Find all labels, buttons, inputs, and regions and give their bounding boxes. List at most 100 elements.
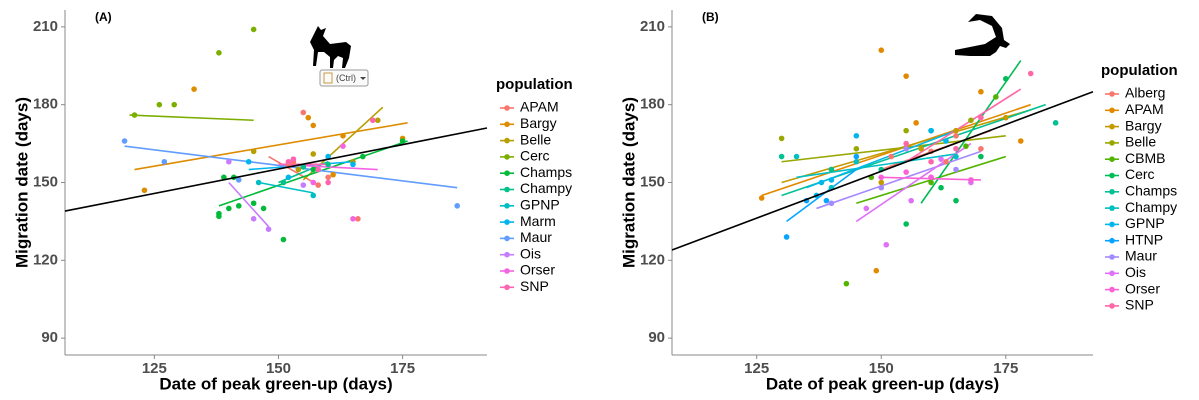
legend-swatch <box>1109 237 1115 244</box>
point <box>928 158 934 165</box>
legend-swatch <box>1109 156 1115 162</box>
paste-button[interactable]: (Ctrl) <box>319 69 369 87</box>
point <box>156 101 163 108</box>
point <box>908 197 914 204</box>
legend-title: population <box>496 76 573 93</box>
point <box>1052 120 1059 126</box>
point <box>141 187 148 194</box>
y-tick-label: 150 <box>33 173 58 190</box>
legend-label: Ois <box>520 245 541 261</box>
y-tick-label: 120 <box>33 251 58 268</box>
legend-swatch <box>504 186 510 193</box>
legend-label: SNP <box>520 278 549 294</box>
x-tick-label: 125 <box>744 360 769 377</box>
legend-swatch <box>504 154 510 160</box>
x-tick-label: 175 <box>993 360 1018 377</box>
point <box>310 192 317 199</box>
legend-label: Orser <box>1125 280 1160 296</box>
y-tick-label: 120 <box>640 251 665 268</box>
y-tick-label: 90 <box>648 329 665 346</box>
overall-fit-line <box>671 90 1094 251</box>
point <box>1003 75 1009 82</box>
y-tick-label: 180 <box>33 96 58 113</box>
legend-swatch <box>504 235 510 242</box>
legend-label: Champs <box>1125 183 1177 199</box>
legend-swatch <box>504 268 510 274</box>
point <box>161 158 168 165</box>
point <box>818 179 825 186</box>
point <box>903 73 909 79</box>
legend-label: CBMB <box>1125 150 1165 166</box>
legend-swatch <box>1109 91 1115 97</box>
point <box>300 182 307 188</box>
point <box>928 127 934 134</box>
point <box>828 200 835 207</box>
paste-label: (Ctrl) <box>336 73 356 83</box>
point <box>191 86 197 92</box>
point <box>305 114 312 121</box>
point <box>280 179 287 186</box>
point <box>285 174 292 181</box>
point <box>260 205 267 212</box>
point <box>758 195 765 201</box>
overall-fit-line <box>64 127 488 212</box>
point <box>918 145 924 152</box>
point <box>1003 114 1009 121</box>
legend-swatch <box>1109 221 1115 228</box>
fit-line <box>796 153 957 179</box>
x-axis-title: Date of peak green-up (days) <box>159 374 392 393</box>
legend-swatch <box>1109 107 1115 114</box>
point <box>903 140 909 147</box>
point <box>310 122 317 129</box>
point <box>903 169 909 175</box>
point <box>265 226 272 232</box>
point <box>235 203 242 209</box>
ibex-icon <box>955 14 1010 56</box>
point <box>250 216 257 222</box>
point <box>823 197 830 204</box>
point <box>325 179 331 186</box>
point <box>350 216 356 222</box>
point <box>878 47 885 54</box>
legend-label: Belle <box>520 131 551 147</box>
point <box>968 177 974 183</box>
legend-label: Cerc <box>1125 166 1155 182</box>
point <box>953 133 959 139</box>
panel-label: (B) <box>702 10 719 24</box>
point <box>853 153 860 160</box>
point <box>878 184 885 191</box>
point <box>863 205 870 212</box>
y-tick-label: 210 <box>640 18 665 35</box>
point <box>370 117 376 124</box>
point <box>285 158 292 165</box>
legend-label: Alberg <box>1125 85 1165 101</box>
legend-label: APAM <box>1125 101 1164 117</box>
point <box>315 182 322 188</box>
point <box>310 151 317 157</box>
point <box>250 26 257 33</box>
legend-swatch <box>504 251 510 258</box>
point <box>938 156 944 162</box>
point <box>250 148 257 155</box>
point <box>131 112 138 118</box>
point <box>226 205 232 212</box>
point <box>963 143 969 149</box>
point <box>340 143 346 149</box>
point <box>978 145 984 152</box>
point <box>360 153 366 160</box>
point <box>928 179 934 186</box>
y-tick-label: 90 <box>41 329 58 346</box>
point <box>325 161 331 168</box>
x-tick-label: 175 <box>390 360 415 377</box>
fit-line <box>905 88 1022 163</box>
legend-label: Cerc <box>520 148 550 164</box>
point <box>953 145 959 152</box>
point <box>235 177 242 183</box>
point <box>883 241 890 248</box>
fit-line <box>218 140 408 207</box>
point <box>255 179 262 186</box>
point <box>778 153 785 160</box>
fit-line <box>228 181 270 228</box>
